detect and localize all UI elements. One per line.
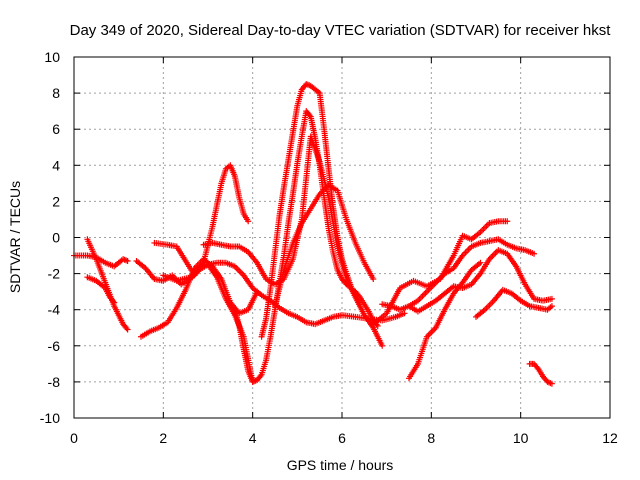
y-tick-label: 10 xyxy=(44,49,60,65)
data-point xyxy=(477,259,484,266)
x-tick-label: 12 xyxy=(602,430,618,446)
y-tick-label: 4 xyxy=(52,157,60,173)
chart-title: Day 349 of 2020, Sidereal Day-to-day VTE… xyxy=(70,22,612,39)
data-point xyxy=(534,364,541,371)
x-tick-label: 2 xyxy=(159,430,167,446)
y-tick-label: 2 xyxy=(52,193,60,209)
data-point xyxy=(123,325,130,332)
series-track-p xyxy=(473,286,555,320)
data-point xyxy=(257,373,264,380)
series-track-f xyxy=(151,162,252,279)
series-track-c xyxy=(84,274,118,306)
series-track-j xyxy=(258,81,363,340)
y-tick-label: -8 xyxy=(48,374,61,390)
data-point xyxy=(245,218,252,225)
data-point xyxy=(110,298,117,305)
data-point xyxy=(401,310,408,317)
x-tick-label: 0 xyxy=(70,430,78,446)
y-tick-label: 0 xyxy=(52,230,60,246)
data-point xyxy=(124,326,131,333)
y-tick-label: 8 xyxy=(52,85,60,101)
series-track-o xyxy=(406,259,484,382)
series-track-q xyxy=(526,360,555,387)
axis-ticks: 0 2 4 6 8 10 12 -10 -8 -6 -4 -2 0 2 4 6 8 10 xyxy=(40,49,618,446)
series-track-m xyxy=(370,218,511,328)
data-point xyxy=(306,112,313,119)
data-point xyxy=(124,257,131,264)
data-point xyxy=(356,301,363,308)
y-tick-label: 6 xyxy=(52,121,60,137)
data-point xyxy=(111,299,118,306)
data-points xyxy=(71,81,555,387)
y-tick-label: -4 xyxy=(48,302,61,318)
data-point xyxy=(548,295,555,302)
series-track-k xyxy=(272,182,377,310)
data-point xyxy=(504,218,511,225)
data-point xyxy=(548,380,555,387)
y-tick-label: -2 xyxy=(48,266,61,282)
x-tick-label: 4 xyxy=(249,430,257,446)
y-axis-label: SDTVAR / TECUs xyxy=(7,181,23,293)
data-point xyxy=(379,342,386,349)
data-point xyxy=(531,250,538,257)
y-tick-label: -10 xyxy=(40,410,60,426)
series-track-b xyxy=(71,252,131,270)
x-tick-label: 6 xyxy=(338,430,346,446)
data-point xyxy=(370,276,377,283)
data-point xyxy=(548,303,555,310)
x-tick-label: 8 xyxy=(427,430,435,446)
x-tick-label: 10 xyxy=(513,430,529,446)
y-tick-label: -6 xyxy=(48,338,61,354)
data-point xyxy=(374,322,381,329)
x-axis-label: GPS time / hours xyxy=(287,457,394,473)
